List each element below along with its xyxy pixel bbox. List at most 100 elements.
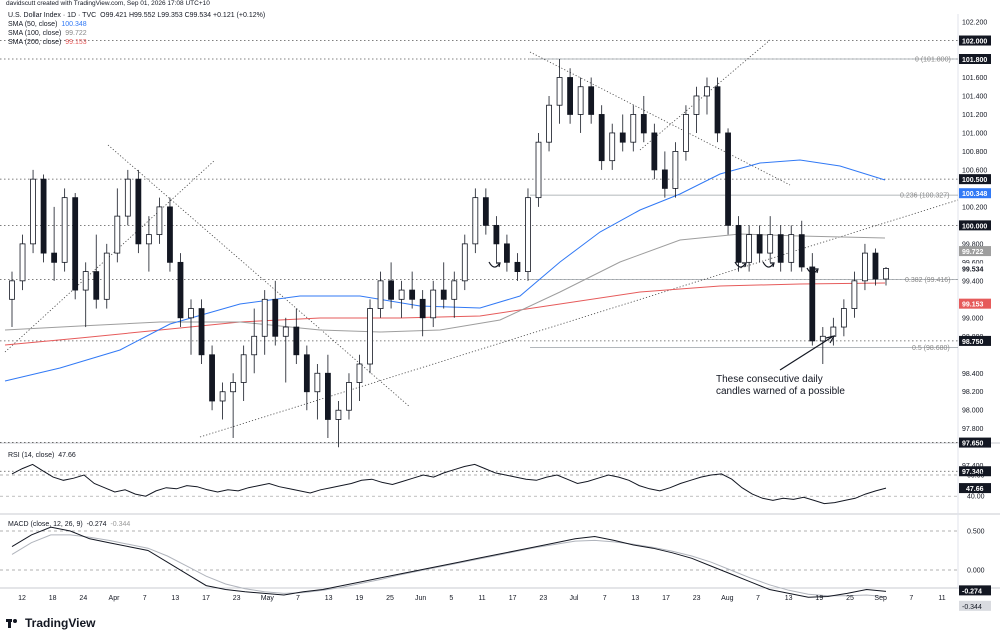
- x-tick-label: 13: [785, 595, 793, 602]
- fib-level-label: 0.236 (100.327): [900, 193, 949, 200]
- price-label-text: 97.650: [962, 441, 984, 448]
- candle-body: [346, 382, 352, 411]
- x-tick-label: 19: [815, 595, 823, 602]
- price-label-badge: [959, 35, 991, 46]
- rsi-line: [11, 463, 887, 505]
- rsi-tick-label: 40.00: [967, 494, 985, 501]
- fib-level-label: 0 (101.800): [915, 57, 951, 64]
- candle-body: [567, 77, 573, 115]
- candle-body: [356, 363, 363, 383]
- price-tick-label: 99.600: [962, 260, 984, 267]
- candle-body: [303, 354, 310, 393]
- legend-macd-label: MACD (close, 12, 26, 9): [8, 521, 83, 528]
- macd-tick-label: 0.500: [967, 529, 985, 536]
- price-tick-label: 101.200: [962, 112, 987, 119]
- candle-body: [135, 178, 142, 245]
- x-tick-label: 11: [938, 595, 945, 602]
- candle-body: [746, 234, 753, 263]
- candle-body: [61, 197, 68, 263]
- price-label-text: 100.500: [962, 177, 987, 184]
- candle-body: [619, 132, 626, 143]
- legend-sma100[interactable]: SMA (100, close) 99.722: [8, 29, 89, 38]
- legend-macd[interactable]: MACD (close, 12, 26, 9) -0.274 -0.344: [8, 520, 132, 529]
- macd-line: [11, 526, 887, 598]
- candle-body: [704, 86, 710, 97]
- candle-body: [683, 114, 689, 152]
- x-tick-label: 25: [386, 595, 394, 602]
- x-tick-label: Jun: [415, 595, 426, 602]
- candle-body: [40, 178, 47, 254]
- price-label-text: 97.340: [962, 469, 984, 476]
- price-tick-label: 101.600: [962, 75, 987, 82]
- x-tick-label: 23: [693, 595, 701, 602]
- price-tick-label: 100.800: [962, 149, 987, 156]
- price-label-text: 99.153: [962, 302, 984, 309]
- pattern-arrow: [734, 261, 746, 268]
- legend-sma50[interactable]: SMA (50, close) 100.348: [8, 20, 89, 29]
- candle-body: [114, 215, 121, 254]
- candle-body: [556, 77, 563, 106]
- legend-sma200[interactable]: SMA (200, close) 99.153: [8, 38, 89, 47]
- candle-body: [588, 86, 595, 115]
- candle-body: [661, 169, 668, 189]
- candle-body: [409, 289, 416, 300]
- price-label-badge: [959, 298, 991, 309]
- legend-symbol-row: U.S. Dollar Index · 1D · TVC O99.421 H99…: [8, 11, 267, 20]
- candle-body: [714, 86, 721, 134]
- macd-signal-line: [11, 534, 887, 598]
- pattern-arrowhead: [814, 268, 819, 274]
- candle-body: [82, 271, 89, 291]
- candle-body: [693, 95, 700, 115]
- price-tick-label: 99.800: [962, 241, 984, 248]
- x-tick-label: 13: [631, 595, 639, 602]
- x-tick-label: May: [261, 595, 275, 602]
- price-label-badge: [959, 174, 991, 185]
- price-label-badge: [959, 220, 991, 231]
- price-tick-label: 99.000: [962, 315, 984, 322]
- price-tick-label: 98.000: [962, 408, 984, 415]
- candle-body: [188, 308, 194, 319]
- candle-body: [546, 104, 552, 143]
- fib-level-label: 0.5 (98.680): [912, 345, 950, 352]
- legend-symbol: U.S. Dollar Index · 1D · TVC: [8, 12, 97, 19]
- candle-body: [377, 280, 384, 309]
- price-tick-label: 100.200: [962, 204, 987, 211]
- legend-sma50-label: SMA (50, close): [8, 21, 58, 28]
- candle-body: [609, 132, 616, 162]
- x-tick-label: 17: [509, 595, 517, 602]
- tradingview-logo-icon: [6, 618, 20, 628]
- candle-body: [261, 298, 268, 337]
- legend-rsi[interactable]: RSI (14, close) 47.66: [8, 451, 78, 460]
- x-tick-label: 13: [325, 595, 333, 602]
- brand-name: TradingView: [25, 616, 96, 630]
- x-tick-label: Jul: [570, 595, 579, 602]
- candle-body: [788, 234, 795, 263]
- price-tick-label: 99.400: [962, 278, 984, 285]
- x-tick-label: 24: [79, 595, 87, 602]
- trendline: [639, 39, 771, 151]
- candle-body: [851, 280, 858, 309]
- candle-body: [219, 391, 226, 402]
- candle-body: [325, 372, 331, 420]
- tradingview-logo[interactable]: TradingView: [6, 614, 95, 632]
- candle-body: [577, 86, 584, 115]
- x-tick-label: Apr: [109, 595, 121, 602]
- candle-body: [156, 206, 163, 236]
- legend-sma50-value: 100.348: [61, 21, 87, 28]
- candle-body: [819, 335, 826, 342]
- x-tick-label: 17: [202, 595, 210, 602]
- candle-body: [493, 224, 500, 245]
- x-tick-label: 19: [355, 595, 363, 602]
- candle-body: [251, 335, 258, 356]
- candle-body: [9, 280, 15, 300]
- price-tick-label: 101.000: [962, 130, 987, 137]
- sma50-line: [4, 159, 886, 382]
- x-tick-label: 7: [756, 595, 760, 602]
- macd-value-label: -0.274: [962, 588, 982, 595]
- candle-body: [504, 243, 510, 263]
- pattern-arrow: [806, 267, 818, 274]
- macd-tick-label: 0.000: [967, 568, 985, 575]
- price-label-badge: [959, 188, 991, 199]
- pattern-arrow: [488, 261, 500, 268]
